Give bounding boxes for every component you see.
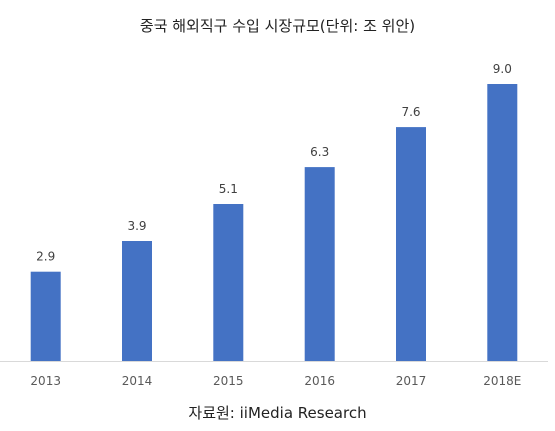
x-tick-label-2014: 2014 [122, 374, 153, 388]
bar-2014 [122, 241, 152, 361]
value-label-2018E: 9.0 [493, 62, 512, 76]
x-tick-label-2016: 2016 [304, 374, 335, 388]
chart-title: 중국 해외직구 수입 시장규모(단위: 조 위안) [139, 17, 416, 35]
bar-2016 [304, 167, 335, 361]
x-tick-label-2017: 2017 [396, 374, 427, 388]
x-tick-label-2013: 2013 [30, 374, 61, 388]
value-label-2017: 7.6 [401, 105, 420, 119]
value-labels-group: 2.9 3.9 5.1 6.3 7.6 9.0 [36, 62, 512, 264]
source-note: 자료원: iiMedia Research [188, 404, 367, 422]
bar-2018E [487, 84, 518, 361]
value-label-2014: 3.9 [127, 219, 146, 233]
x-tick-label-2015: 2015 [213, 374, 244, 388]
x-tick-labels-group: 2013 2014 2015 2016 2017 2018E [30, 374, 521, 388]
bar-2013 [30, 271, 61, 361]
bar-2017 [396, 127, 426, 361]
value-label-2015: 5.1 [219, 182, 238, 196]
value-label-2016: 6.3 [310, 145, 329, 159]
value-label-2013: 2.9 [36, 250, 55, 264]
x-tick-label-2018E: 2018E [483, 374, 521, 388]
bar-2015 [213, 204, 244, 361]
bars-group [30, 84, 518, 361]
